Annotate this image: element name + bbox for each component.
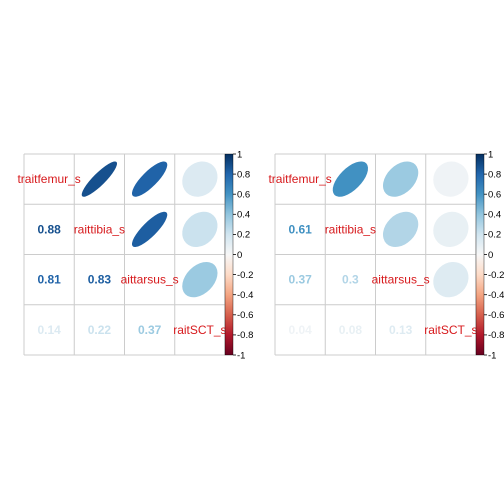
coefficient-label: 0.13 [389,323,413,337]
correlation-ellipse [433,161,469,197]
colorbar-tick-label: 1 [488,149,493,160]
grid [274,153,477,356]
colorbar-tick-label: -0.8 [488,330,504,341]
coefficient-label: 0.88 [37,222,61,236]
coefficient-label: 0.61 [288,222,312,236]
colorbar-tick-label: 0.2 [237,230,250,241]
corrplot-panel-2: traitfemur_s0.61 raittibia_s0.37 0.3 aittar… [268,149,504,361]
coefficient-label: 0.04 [288,323,312,337]
colorbar-tick-label: 1 [237,149,242,160]
coefficient-label: 0.08 [339,323,363,337]
coefficient-label: 0.37 [288,273,312,287]
variable-label: aittarsus_s [121,273,179,287]
variable-label: aittarsus_s [372,273,430,287]
colorbar-tick-label: 0.6 [237,190,250,201]
colorbar-tick-label: -1 [237,350,245,361]
colorbar-tick-label: -0.8 [237,330,253,341]
colorbar-tick-label: -0.4 [488,290,504,301]
correlation-ellipse [433,261,469,298]
correlation-ellipse [131,161,168,197]
correlation-ellipse [382,211,419,248]
coefficient-label: 0.22 [88,323,112,337]
correlation-ellipse [382,161,419,197]
colorbar-tick-label: -0.6 [237,310,253,321]
colorbar-tick-label: -1 [488,350,496,361]
colorbar-gradient [224,153,234,356]
variable-label: raittibia_s [74,222,125,236]
colorbar-tick-label: 0.8 [488,169,501,180]
colorbar-tick-label: 0.4 [488,210,501,221]
colorbar-tick-label: -0.2 [488,270,504,281]
variable-label: traitfemur_s [17,172,80,186]
colorbar-tick-label: -0.4 [237,290,253,301]
coefficient-label: 0.3 [342,273,359,287]
correlation-ellipse [182,261,218,298]
coefficient-label: 0.83 [88,273,112,287]
correlation-ellipse [81,161,118,197]
colorbar-tick-label: 0 [488,250,493,261]
colorbar-tick-label: 0 [237,250,242,261]
colorbar-tick-label: 0.2 [488,230,501,241]
colorbar-tick-label: -0.2 [237,270,253,281]
variable-label: raitSCT_s [173,323,226,337]
variable-label: traitfemur_s [268,172,331,186]
correlation-ellipse [182,211,218,248]
coefficient-label: 0.37 [138,323,162,337]
coefficient-label: 0.14 [37,323,61,337]
colorbar-tick-label: 0.4 [237,210,250,221]
colorbar: 1 0.8 0.6 0.4 0.2 0 -0.2 -0.4 -0.6 -0.8 -1 [224,149,253,361]
colorbar-tick-label: -0.6 [488,310,504,321]
correlation-ellipse [433,211,469,248]
correlation-ellipse [131,211,168,248]
colorbar-gradient [475,153,485,356]
colorbar-tick-label: 0.8 [237,169,250,180]
variable-label: raitSCT_s [424,323,477,337]
colorbar-tick-label: 0.6 [488,190,501,201]
correlation-ellipse [332,161,369,197]
variable-label: raittibia_s [325,222,376,236]
correlation-ellipse [182,161,218,197]
corrplot-panel-1: traitfemur_s0.88 raittibia_s0.81 0.83 aitta… [17,149,253,361]
coefficient-label: 0.81 [37,273,61,287]
colorbar: 1 0.8 0.6 0.4 0.2 0 -0.2 -0.4 -0.6 -0.8 -1 [475,149,504,361]
